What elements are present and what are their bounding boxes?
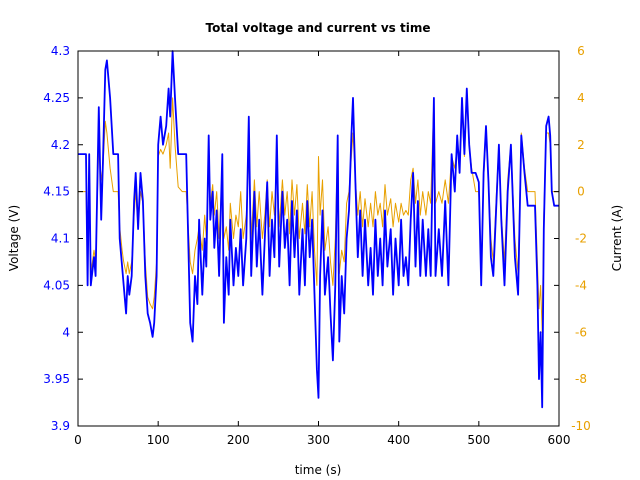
x-tick-label: 400 [387, 433, 410, 447]
x-tick-label: 0 [74, 433, 82, 447]
plot-frame [77, 50, 560, 427]
x-tick-label: 300 [307, 433, 330, 447]
y-tick-label-voltage: 3.95 [43, 372, 70, 386]
voltage-series-line [78, 50, 559, 409]
y-tick-label-current: -6 [575, 325, 587, 339]
x-axis-label: time (s) [295, 463, 342, 477]
y-tick-label-current: 4 [577, 91, 585, 105]
series-layer [78, 50, 559, 409]
y-tick-label-current: 0 [577, 185, 585, 199]
x-tick-label: 200 [227, 433, 250, 447]
y-tick-label-current: -2 [575, 232, 587, 246]
y-tick-label-voltage: 4.2 [51, 138, 70, 152]
y-tick-label-current: -10 [571, 419, 591, 433]
y-tick-label-voltage: 4.25 [43, 91, 70, 105]
y-tick-label-voltage: 4.15 [43, 185, 70, 199]
y-axis-label-voltage: Voltage (V) [7, 205, 21, 271]
y-axis-label-current: Current (A) [610, 205, 624, 271]
y-tick-label-current: 2 [577, 138, 585, 152]
y-tick-label-current: -8 [575, 372, 587, 386]
x-tick-label: 100 [147, 433, 170, 447]
axis-layer: 0 100 200 300 400 500 600 3.9 3.95 4 4.05 4.1 4.15 4.… [43, 44, 591, 447]
y-tick-label-voltage: 4.3 [51, 44, 70, 58]
x-tick-label: 500 [467, 433, 490, 447]
chart-title: Total voltage and current vs time [205, 21, 430, 35]
y-tick-label-voltage: 4.1 [51, 232, 70, 246]
y-tick-label-voltage: 3.9 [51, 419, 70, 433]
y-tick-label-voltage: 4.05 [43, 278, 70, 292]
y-tick-label-voltage: 4 [62, 325, 70, 339]
y-tick-label-current: 6 [577, 44, 585, 58]
x-tick-label: 600 [548, 433, 571, 447]
y-tick-label-current: -4 [575, 278, 587, 292]
